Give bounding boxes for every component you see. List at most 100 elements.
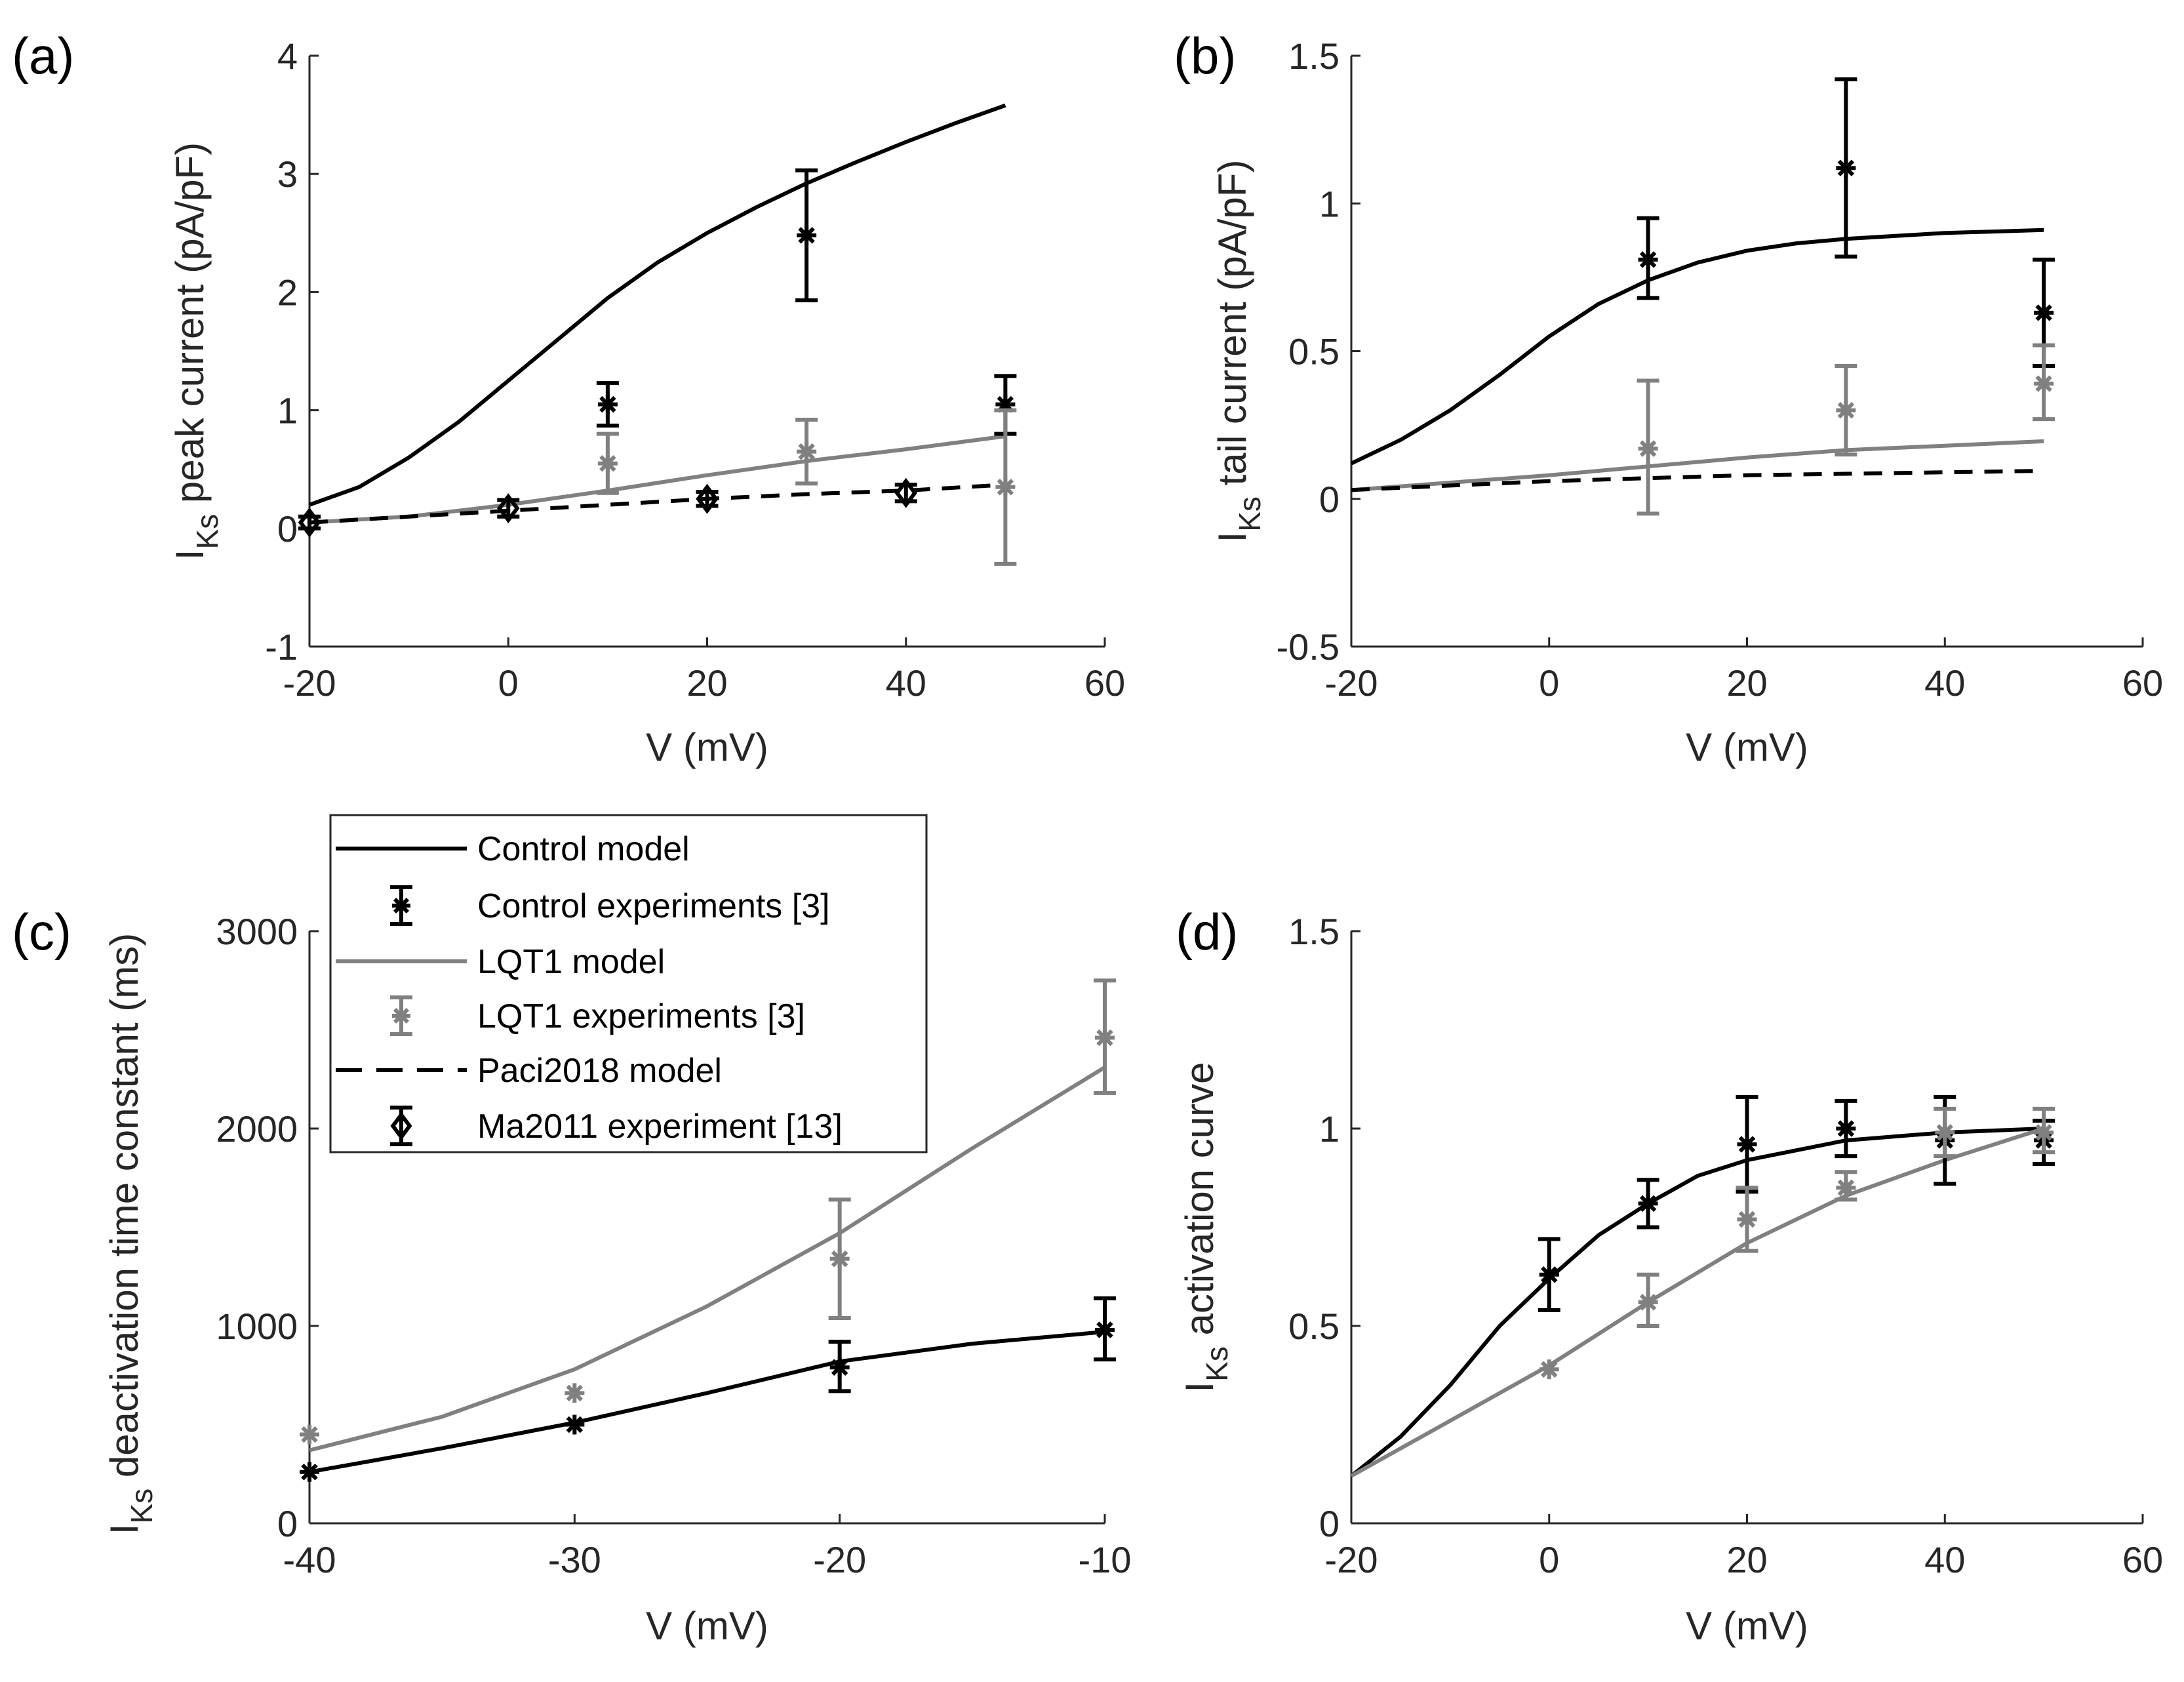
series-control-model [308,103,1006,507]
y-tick-label: 0.5 [1288,1306,1340,1347]
data-point-diamond [497,493,520,524]
star-stroke [1541,1266,1558,1283]
x-tick-label: 60 [1084,662,1125,704]
series-lqt1-experiments [1637,343,2055,516]
panel-label: (d) [1176,903,1238,961]
star-stroke [1837,1120,1855,1137]
series-paci2018-model [309,483,1006,525]
series-lqt1-model [1351,439,2044,492]
data-point-star [1638,1193,1658,1214]
series-control-experiments [596,168,1017,436]
panel-label: (c) [12,903,71,961]
data-point-star [597,453,618,473]
legend-entry: Paci2018 model [336,1052,722,1090]
y-label-rest: activation curve [1178,1062,1221,1347]
data-point-star [829,1357,850,1378]
data-point-star [2034,302,2054,323]
data-point-star [1539,1359,1559,1380]
y-axis-label: IKs activation curve [1178,1062,1234,1393]
y-tick-label: 1 [1319,183,1340,224]
panel-a: -20 0 20 40 60 -1 0 1 2 3 4 (a) V (mV) IKs peak curre… [12,27,1125,769]
x-tick-label: 20 [1726,662,1767,704]
data-point-star [995,477,1016,497]
star-stroke [393,897,410,914]
y-label-subscript: Ks [190,514,224,550]
data-point-star [1836,158,1856,178]
series-lqt1-experiments [300,978,1116,1445]
series-lqt1-experiments [596,408,1017,566]
legend-label: LQT1 experiments [3] [477,997,805,1035]
star-stroke [1738,1136,1756,1153]
star-stroke [1936,1124,1953,1141]
star-stroke [1096,1029,1113,1047]
panel-b: -20 0 20 40 60 -0.5 0 0.5 1 1.5 (b) V (mV) IKs tail … [1174,27,2163,769]
data-point-star [565,1414,585,1435]
star-stroke [1738,1211,1756,1228]
series-line [1351,469,2044,492]
star-stroke [798,227,815,244]
x-tick-label: 0 [498,662,519,704]
legend-entry: LQT1 experiments [3] [390,995,805,1036]
star-stroke [599,395,616,413]
x-tick-label: 20 [686,662,727,704]
legend-star-icon [392,896,410,915]
x-axis-label: V (mV) [646,1604,768,1648]
legend-entry: Control experiments [3] [390,885,830,926]
data-point-star [1935,1123,1955,1143]
panel-c: -40 -30 -20 -10 0 1000 2000 3000 (c) V (mV) IKs de… [12,903,1131,1648]
y-label-rest: tail current (pA/pF) [1210,160,1254,497]
y-label-main: I [168,549,212,560]
data-point-star [797,225,817,245]
x-tick-label: -40 [283,1539,336,1580]
y-tick-label: 0 [1319,479,1340,520]
x-tick-label: 60 [2122,1539,2163,1580]
y-tick-label: 1.5 [1288,911,1340,952]
data-point-star [565,1383,585,1403]
y-tick-label: 2 [277,271,298,313]
panel-label: (b) [1174,27,1236,85]
y-tick-label: 0 [277,508,298,550]
y-tick-label: -1 [265,626,298,668]
legend-entry: Ma2011 experiment [13] [390,1106,843,1146]
series-line [1351,439,2044,492]
y-tick-label: 1 [277,390,298,431]
data-point-star [300,1424,319,1445]
y-axis-label: IKs peak current (pA/pF) [168,142,224,560]
data-point-star [1836,400,1856,420]
x-tick-label: 40 [886,662,926,704]
data-point-star [2034,374,2054,394]
y-axis-label: IKs tail current (pA/pF) [1210,160,1267,543]
data-point-diamond [894,477,917,508]
star-stroke [1639,1294,1657,1311]
y-label-main: I [102,1524,146,1535]
star-stroke [1837,159,1855,176]
y-tick-label: 3 [277,153,298,195]
legend-entry: LQT1 model [336,943,665,981]
star-stroke [393,1007,410,1024]
y-label-rest: deactivation time constant (ms) [102,933,146,1489]
star-stroke [831,1250,848,1268]
legend-label: Control experiments [3] [477,887,830,925]
data-point-star [1737,1209,1757,1230]
y-label-subscript: Ks [1200,1346,1234,1382]
data-point-star [1539,1264,1559,1285]
x-tick-label: 40 [1924,1539,1965,1580]
data-point-star [1836,1119,1856,1138]
x-tick-label: -20 [813,1539,866,1580]
y-tick-label: 0 [1319,1503,1340,1544]
data-point-diamond [696,483,719,514]
legend-box [329,814,928,1153]
data-point-star [1737,1134,1757,1155]
y-label-rest: peak current (pA/pF) [168,142,212,514]
star-stroke [2035,304,2052,321]
series-control-model [1350,1127,2044,1478]
x-tick-label: -20 [1325,1539,1378,1580]
data-point-star [1638,249,1658,270]
star-stroke [798,443,815,460]
x-axis-label: V (mV) [1686,1604,1808,1648]
series-line [309,483,1006,525]
legend-entry: Control model [336,830,690,868]
x-axis-label: V (mV) [1686,725,1808,769]
data-point-star [797,441,817,462]
